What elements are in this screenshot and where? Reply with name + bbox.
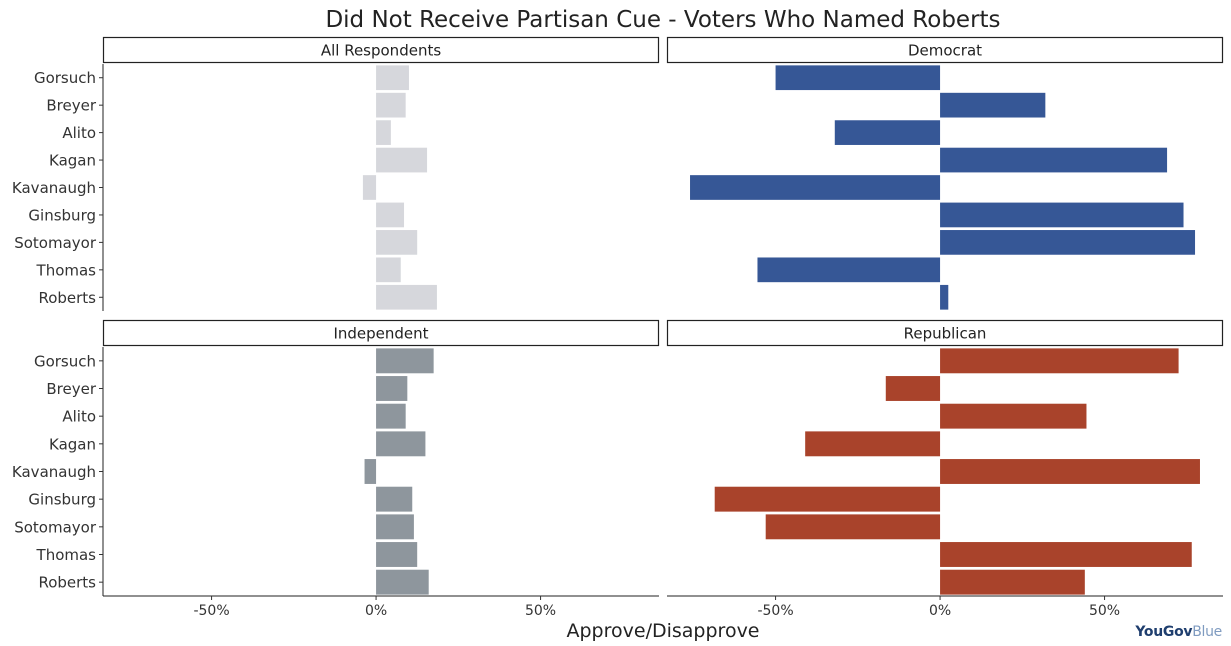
y-tick-label: Breyer: [46, 97, 96, 115]
panel-strip-label: Republican: [904, 325, 987, 343]
y-tick-label: Kavanaugh: [12, 463, 96, 481]
y-tick-label: Sotomayor: [14, 234, 97, 252]
bar: [805, 431, 941, 457]
bar: [364, 459, 377, 484]
bar: [376, 486, 413, 512]
bar: [940, 147, 1168, 173]
bar: [376, 230, 418, 255]
y-tick-label: Ginsburg: [28, 491, 96, 509]
panel-strip: [666, 319, 1224, 347]
logo-part-blue: Blue: [1192, 624, 1222, 640]
panel-strip: [666, 36, 1224, 64]
y-tick-label: Kavanaugh: [12, 179, 96, 197]
x-axis-title: Approve/Disapprove: [567, 620, 760, 642]
bar: [376, 147, 428, 173]
y-tick-label: Sotomayor: [14, 518, 97, 536]
bar: [765, 514, 941, 540]
bar: [940, 403, 1087, 429]
bar: [376, 514, 414, 540]
bar: [376, 65, 409, 91]
bar: [834, 120, 941, 145]
y-tick-label: Roberts: [38, 289, 96, 307]
x-tick-label: 0%: [365, 603, 387, 619]
logo-part-yougov: YouGov: [1135, 624, 1193, 640]
y-tick-label: Alito: [62, 124, 96, 142]
y-tick-label: Gorsuch: [34, 352, 96, 370]
bar: [376, 284, 437, 310]
x-tick-label: 50%: [525, 603, 556, 619]
chart-title: Did Not Receive Partisan Cue - Voters Wh…: [325, 7, 1000, 33]
y-tick-label: Kagan: [49, 435, 96, 453]
yougov-blue-logo: YouGovBlue: [1135, 624, 1222, 640]
y-tick-label: Thomas: [36, 261, 97, 279]
bar: [376, 202, 405, 228]
bar: [940, 92, 1046, 118]
bar: [376, 257, 401, 283]
bar: [376, 92, 406, 118]
y-tick-label: Thomas: [36, 546, 97, 564]
x-tick-label: -50%: [193, 603, 229, 619]
bar: [940, 202, 1184, 228]
bar: [376, 569, 429, 595]
bar: [940, 459, 1200, 484]
bar: [885, 376, 941, 401]
panel-strip: [102, 36, 660, 64]
bar: [690, 175, 941, 200]
bar: [714, 486, 941, 512]
y-tick-label: Alito: [62, 408, 96, 426]
bar: [757, 257, 941, 283]
panel-strip: [102, 319, 660, 347]
bar: [940, 542, 1192, 567]
y-tick-label: Roberts: [38, 574, 96, 592]
x-tick-label: 50%: [1089, 603, 1120, 619]
bar: [775, 65, 941, 91]
bar: [376, 348, 434, 374]
bar: [940, 230, 1196, 255]
bar: [376, 431, 426, 457]
bar: [376, 376, 408, 401]
bar: [376, 120, 391, 145]
bar: [362, 175, 377, 200]
bar: [376, 542, 418, 567]
bar: [940, 284, 949, 310]
bar: [940, 348, 1179, 374]
y-tick-label: Breyer: [46, 380, 96, 398]
panel-strip-label: Democrat: [908, 42, 982, 60]
y-tick-label: Gorsuch: [34, 69, 96, 87]
panel-strip-label: All Respondents: [321, 42, 442, 60]
y-tick-label: Kagan: [49, 152, 96, 170]
x-tick-label: -50%: [757, 603, 793, 619]
panel-strip-label: Independent: [333, 325, 428, 343]
bar: [376, 403, 406, 429]
x-tick-label: 0%: [929, 603, 951, 619]
y-tick-label: Ginsburg: [28, 206, 96, 224]
bar: [940, 569, 1085, 595]
